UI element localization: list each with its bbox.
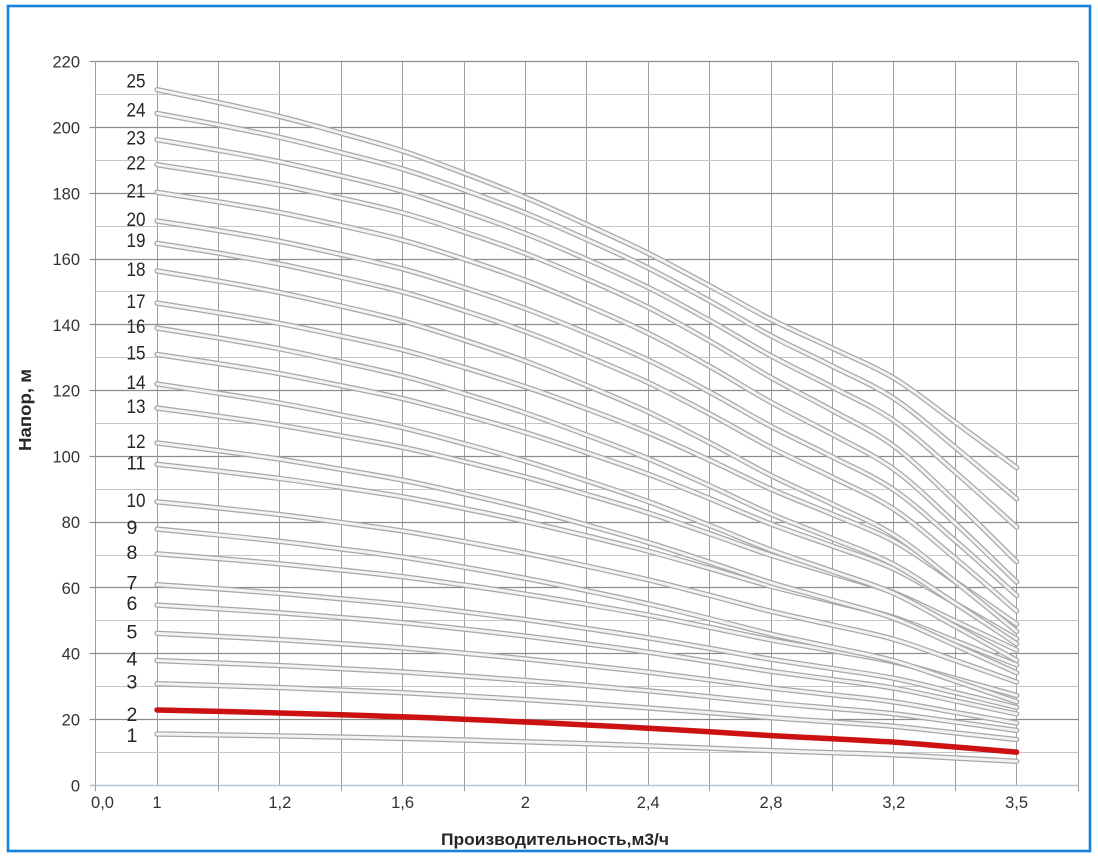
- svg-text:14: 14: [127, 372, 146, 394]
- svg-text:140: 140: [52, 317, 80, 335]
- svg-text:40: 40: [62, 646, 80, 664]
- svg-text:20: 20: [127, 209, 146, 231]
- svg-text:80: 80: [62, 514, 80, 532]
- svg-text:180: 180: [52, 185, 80, 203]
- svg-text:19: 19: [127, 230, 146, 252]
- svg-text:2: 2: [521, 794, 530, 812]
- svg-text:100: 100: [52, 448, 80, 466]
- svg-text:6: 6: [127, 593, 138, 615]
- svg-text:2,4: 2,4: [637, 794, 660, 812]
- svg-text:24: 24: [127, 99, 146, 121]
- svg-text:1,2: 1,2: [268, 794, 291, 812]
- svg-text:160: 160: [52, 251, 80, 269]
- svg-text:3,5: 3,5: [1005, 794, 1028, 812]
- svg-text:12: 12: [127, 431, 146, 453]
- svg-text:1: 1: [152, 794, 161, 812]
- svg-text:16: 16: [127, 316, 146, 338]
- svg-text:1,6: 1,6: [391, 794, 414, 812]
- svg-text:9: 9: [127, 517, 138, 539]
- svg-text:13: 13: [127, 396, 146, 418]
- svg-text:3: 3: [127, 672, 138, 694]
- svg-text:15: 15: [127, 342, 146, 364]
- svg-text:25: 25: [127, 71, 146, 93]
- svg-text:120: 120: [52, 383, 80, 401]
- svg-text:22: 22: [127, 153, 146, 175]
- svg-text:0: 0: [71, 777, 80, 795]
- svg-text:8: 8: [127, 542, 138, 564]
- svg-text:220: 220: [52, 54, 80, 72]
- svg-text:Напор, м: Напор, м: [15, 369, 35, 451]
- svg-text:11: 11: [127, 452, 146, 474]
- svg-text:7: 7: [127, 573, 138, 595]
- svg-text:18: 18: [127, 259, 146, 281]
- svg-text:21: 21: [127, 180, 146, 202]
- svg-text:10: 10: [127, 490, 146, 512]
- svg-text:4: 4: [127, 649, 138, 671]
- svg-text:2: 2: [127, 704, 138, 726]
- svg-text:1: 1: [127, 725, 138, 747]
- svg-text:20: 20: [62, 712, 80, 730]
- svg-text:0,0: 0,0: [91, 794, 114, 812]
- svg-text:2,8: 2,8: [760, 794, 783, 812]
- svg-text:3,2: 3,2: [882, 794, 905, 812]
- svg-text:Производительность,м3/ч: Производительность,м3/ч: [441, 830, 669, 849]
- svg-text:5: 5: [127, 621, 138, 643]
- svg-text:200: 200: [52, 120, 80, 138]
- svg-text:23: 23: [127, 128, 146, 150]
- svg-text:60: 60: [62, 580, 80, 598]
- svg-text:17: 17: [127, 291, 146, 313]
